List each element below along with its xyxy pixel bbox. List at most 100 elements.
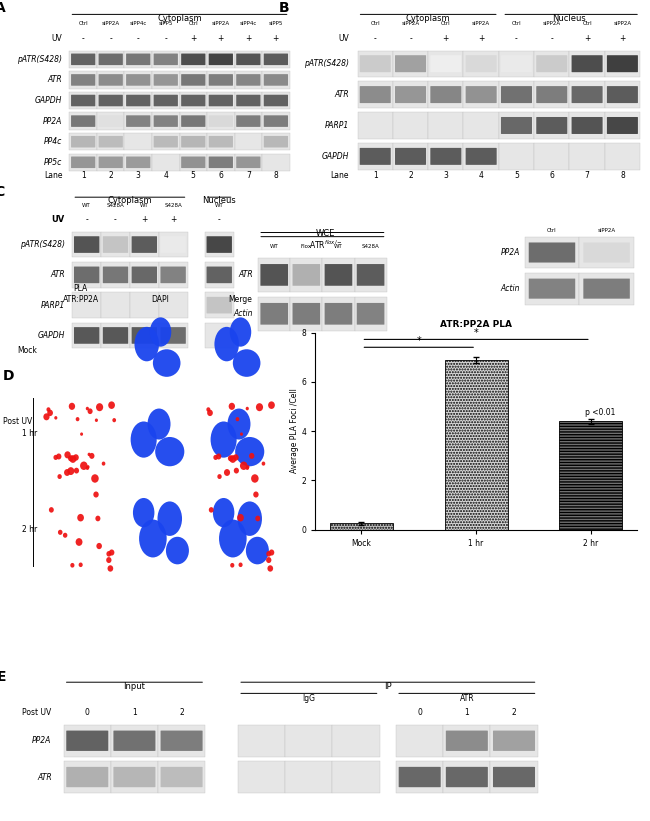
Circle shape (240, 461, 248, 470)
Text: 1: 1 (373, 172, 378, 181)
Text: S428A: S428A (164, 203, 182, 208)
FancyBboxPatch shape (209, 115, 233, 127)
Bar (569, 51, 604, 77)
FancyBboxPatch shape (126, 136, 150, 148)
FancyBboxPatch shape (236, 53, 261, 65)
FancyBboxPatch shape (236, 94, 261, 106)
Text: siPP4c: siPP4c (240, 21, 257, 25)
Bar (262, 133, 290, 150)
Bar (235, 112, 262, 130)
Circle shape (86, 406, 89, 410)
FancyBboxPatch shape (395, 86, 426, 103)
Text: PP4c: PP4c (44, 137, 62, 146)
Text: 3: 3 (136, 172, 140, 181)
Bar (205, 262, 233, 287)
FancyBboxPatch shape (161, 767, 203, 787)
Circle shape (70, 455, 76, 463)
Bar (130, 232, 159, 258)
Circle shape (107, 551, 111, 557)
Bar (125, 51, 152, 68)
FancyBboxPatch shape (430, 86, 461, 103)
Bar (525, 273, 579, 305)
Bar (322, 296, 354, 331)
FancyBboxPatch shape (66, 767, 109, 787)
Bar (97, 154, 125, 171)
FancyBboxPatch shape (264, 157, 288, 168)
FancyBboxPatch shape (264, 115, 288, 127)
Bar (152, 51, 179, 68)
Bar (499, 81, 534, 108)
FancyBboxPatch shape (501, 55, 532, 72)
Bar (262, 92, 290, 109)
Bar (205, 323, 233, 348)
FancyBboxPatch shape (536, 55, 567, 72)
Bar (64, 761, 111, 793)
Bar (428, 51, 463, 77)
FancyBboxPatch shape (465, 86, 497, 103)
FancyBboxPatch shape (103, 236, 128, 253)
Circle shape (108, 401, 115, 409)
FancyBboxPatch shape (161, 267, 186, 283)
Bar (70, 51, 97, 68)
Circle shape (256, 403, 263, 411)
FancyBboxPatch shape (153, 136, 178, 148)
Bar (428, 143, 463, 169)
FancyBboxPatch shape (430, 55, 461, 72)
Circle shape (209, 507, 214, 512)
Bar (179, 154, 207, 171)
Text: +: + (443, 34, 449, 43)
FancyBboxPatch shape (359, 148, 391, 165)
FancyBboxPatch shape (181, 136, 205, 148)
Text: 1 hr: 1 hr (22, 429, 37, 438)
Bar (358, 143, 393, 169)
Circle shape (80, 433, 83, 436)
Text: 2 hr: 2 hr (22, 525, 37, 534)
Bar (207, 71, 235, 89)
Circle shape (53, 455, 58, 460)
Bar (130, 262, 159, 287)
FancyBboxPatch shape (398, 767, 441, 787)
FancyBboxPatch shape (493, 767, 535, 787)
Bar (152, 133, 179, 150)
Circle shape (63, 533, 68, 538)
FancyBboxPatch shape (236, 157, 261, 168)
Text: Lane: Lane (44, 172, 62, 181)
Bar (604, 143, 640, 169)
FancyBboxPatch shape (236, 115, 261, 127)
Circle shape (213, 455, 218, 460)
Text: GAPDH: GAPDH (322, 152, 349, 161)
Circle shape (80, 461, 88, 470)
FancyBboxPatch shape (153, 157, 178, 168)
FancyBboxPatch shape (153, 94, 178, 106)
FancyBboxPatch shape (571, 86, 603, 103)
Text: ATR: ATR (334, 90, 349, 99)
Text: IgG: IgG (302, 694, 315, 703)
FancyBboxPatch shape (161, 236, 186, 253)
Circle shape (235, 417, 239, 421)
Bar (604, 51, 640, 77)
Bar (396, 761, 443, 793)
Bar (393, 143, 428, 169)
Text: UV: UV (338, 34, 349, 43)
Bar (101, 323, 130, 348)
FancyBboxPatch shape (292, 303, 320, 324)
Text: 6: 6 (218, 172, 223, 181)
Text: 8: 8 (274, 172, 278, 181)
FancyBboxPatch shape (536, 86, 567, 103)
Circle shape (44, 413, 49, 420)
Ellipse shape (135, 327, 159, 361)
Circle shape (207, 410, 213, 416)
Text: +: + (141, 215, 148, 224)
Text: Ctrl: Ctrl (547, 228, 557, 233)
FancyBboxPatch shape (583, 242, 630, 263)
Text: Mock: Mock (17, 346, 37, 355)
Text: Nucleus: Nucleus (202, 196, 236, 205)
FancyBboxPatch shape (181, 94, 205, 106)
Text: Ctrl: Ctrl (512, 21, 521, 25)
FancyBboxPatch shape (324, 303, 352, 324)
FancyBboxPatch shape (71, 94, 96, 106)
Bar (358, 51, 393, 77)
Bar (499, 112, 534, 139)
FancyBboxPatch shape (395, 148, 426, 165)
Text: Ctrl: Ctrl (370, 21, 380, 25)
